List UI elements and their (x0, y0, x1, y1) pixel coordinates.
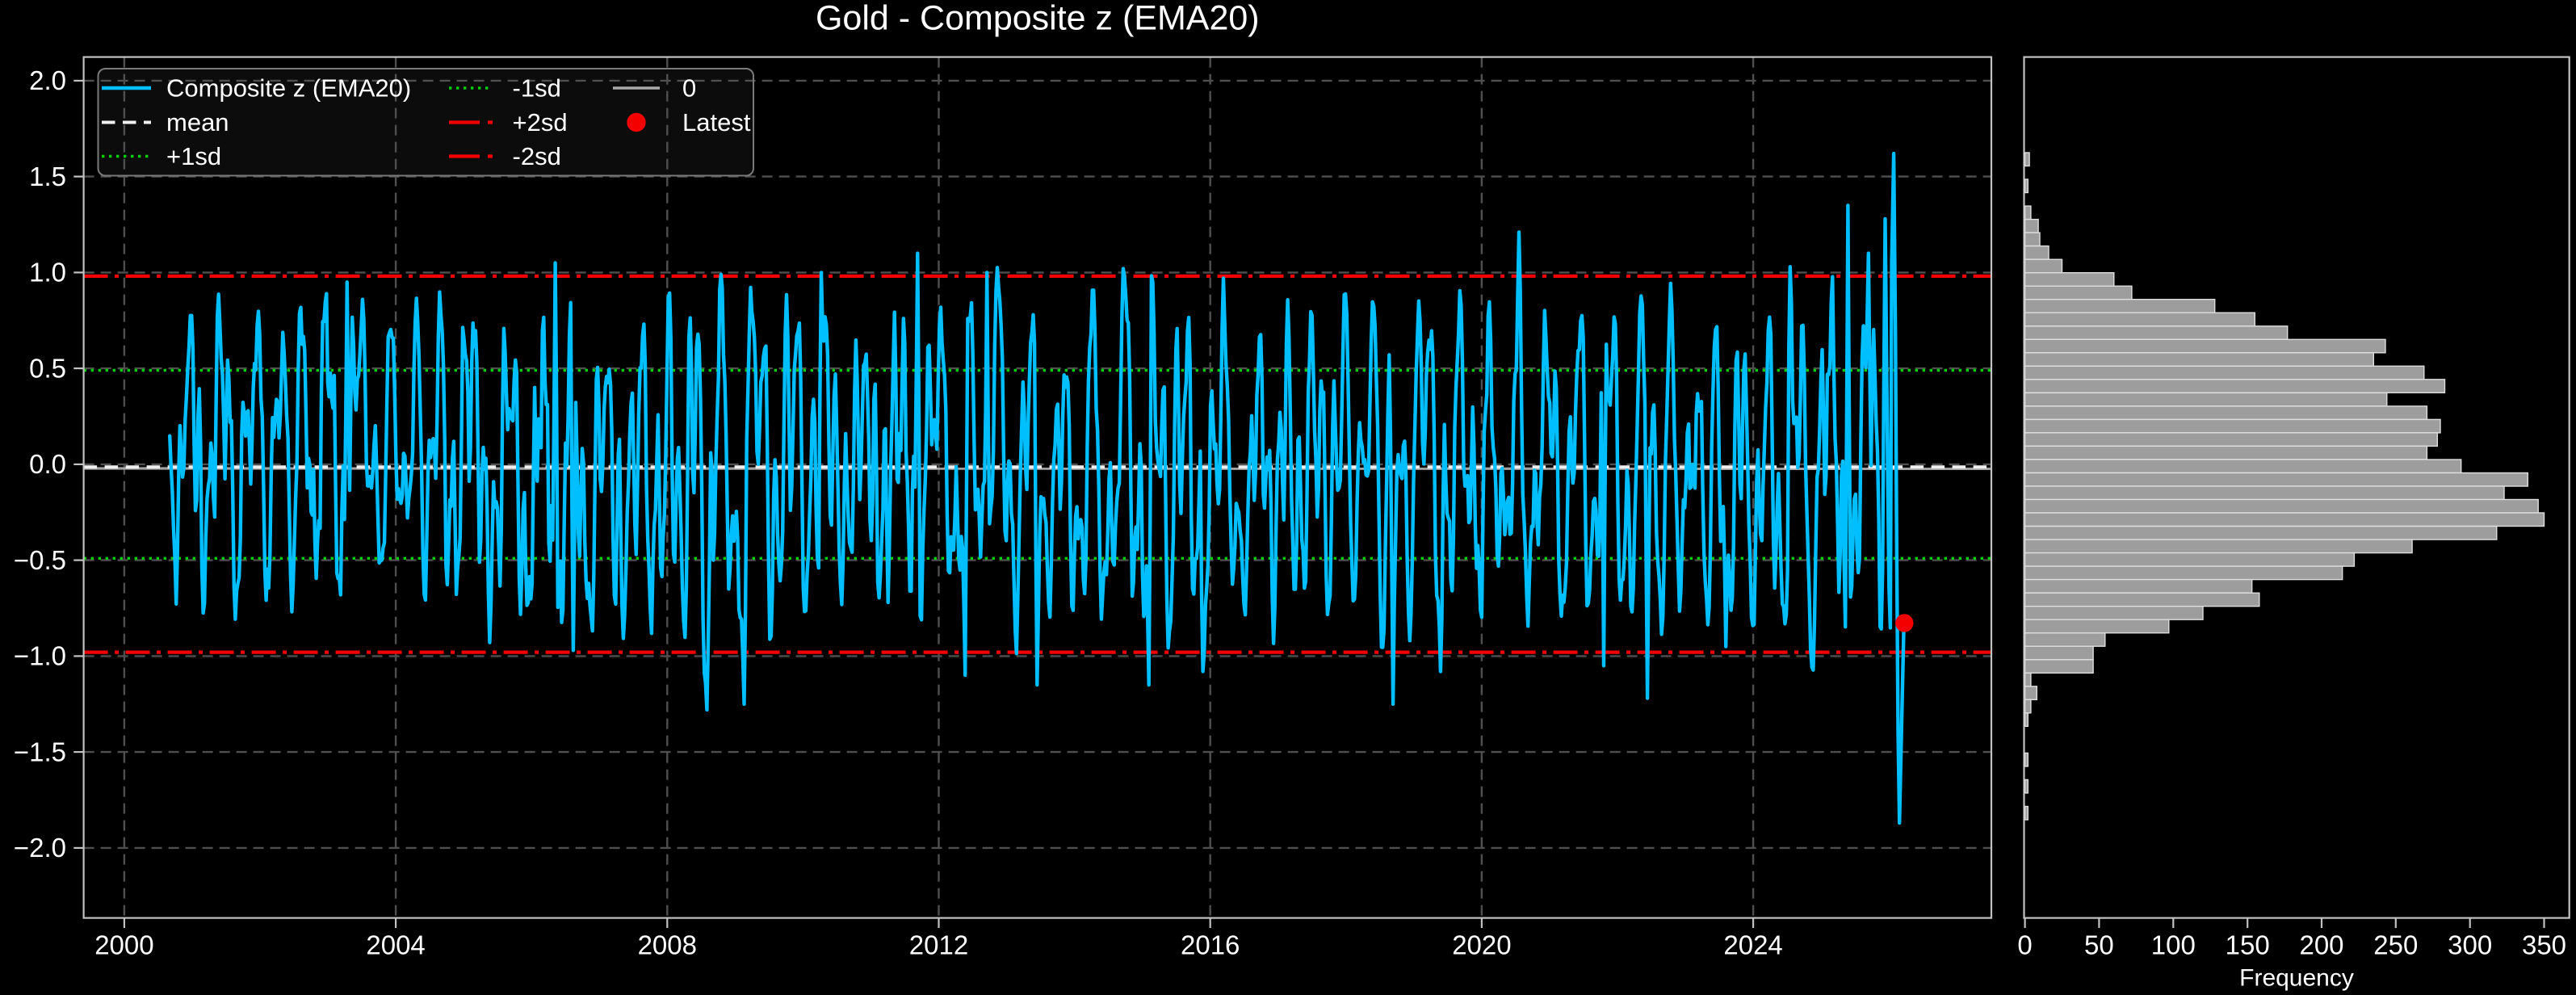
svg-text:0: 0 (682, 74, 696, 103)
svg-text:mean: mean (166, 108, 229, 136)
svg-text:250: 250 (2373, 930, 2418, 960)
svg-text:100: 100 (2151, 930, 2196, 960)
svg-text:−1.5: −1.5 (14, 737, 66, 766)
svg-text:200: 200 (2299, 930, 2343, 960)
svg-text:2.0: 2.0 (29, 65, 66, 95)
svg-text:+2sd: +2sd (513, 108, 568, 136)
svg-text:0.5: 0.5 (29, 353, 66, 383)
svg-text:−1.0: −1.0 (14, 641, 66, 671)
svg-text:2024: 2024 (1723, 930, 1782, 960)
svg-text:0.0: 0.0 (29, 449, 66, 479)
svg-text:−2.0: −2.0 (14, 833, 66, 863)
svg-text:Composite z (EMA20): Composite z (EMA20) (166, 74, 411, 103)
svg-text:2004: 2004 (366, 930, 425, 960)
svg-text:Latest: Latest (682, 108, 751, 136)
svg-text:150: 150 (2226, 930, 2270, 960)
svg-text:1.5: 1.5 (29, 162, 66, 191)
svg-text:0: 0 (2017, 930, 2032, 960)
svg-text:1.0: 1.0 (29, 258, 66, 288)
svg-text:Gold - Composite z (EMA20): Gold - Composite z (EMA20) (816, 0, 1260, 38)
svg-text:Frequency: Frequency (2239, 965, 2354, 992)
svg-text:2012: 2012 (909, 930, 968, 960)
svg-text:+1sd: +1sd (166, 142, 221, 170)
svg-text:50: 50 (2084, 930, 2114, 960)
svg-text:−0.5: −0.5 (14, 545, 66, 575)
svg-text:350: 350 (2522, 930, 2566, 960)
svg-text:2008: 2008 (638, 930, 697, 960)
svg-text:-2sd: -2sd (513, 142, 561, 170)
svg-text:2000: 2000 (94, 930, 153, 960)
svg-text:2016: 2016 (1181, 930, 1240, 960)
svg-text:2020: 2020 (1452, 930, 1511, 960)
svg-text:300: 300 (2448, 930, 2492, 960)
svg-text:-1sd: -1sd (513, 74, 561, 103)
